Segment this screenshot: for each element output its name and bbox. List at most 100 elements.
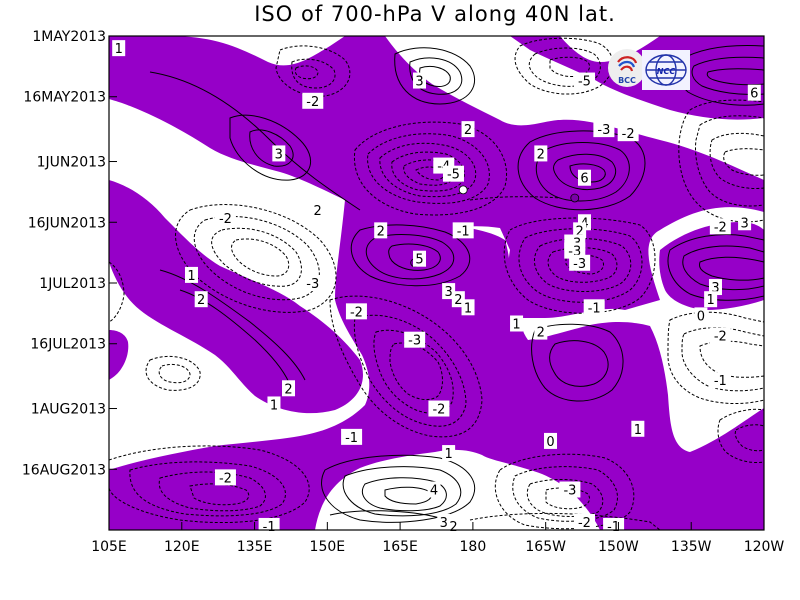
y-tick-label: 1MAY2013: [32, 29, 106, 45]
contour-label-box: [559, 481, 581, 498]
contour-label-box: [413, 250, 427, 267]
contour-label: 1: [444, 447, 452, 462]
contour-label: 6: [580, 172, 588, 187]
x-tick-label: 135E: [237, 539, 273, 555]
contour-label: -3: [306, 277, 319, 292]
contour-label: -2: [622, 127, 635, 142]
x-tick-label: 105E: [91, 539, 127, 555]
positive-region-4: [109, 200, 764, 530]
contour-label: -3: [563, 484, 576, 499]
contour-label: 1: [270, 398, 278, 413]
contour-label: 3: [440, 516, 448, 531]
y-axis: 1MAY2013 16MAY2013 1JUN2013 16JUN2013 1JUL20…: [22, 29, 117, 478]
contour-label: -3: [573, 257, 586, 272]
positive-region-6: [109, 330, 129, 380]
contour-label: -1: [607, 520, 620, 535]
contour-label: 2: [537, 147, 545, 162]
contour-label-layer: 13-56-22-3-232-4-562-2-14-2322-35-3-31-3…: [112, 40, 761, 535]
contour-label: 1: [464, 301, 472, 316]
contour-label-box: [738, 214, 752, 231]
ncc-logo: NCC: [642, 50, 690, 90]
x-tick-label: 180: [460, 539, 487, 555]
contour-label-box: [573, 222, 587, 239]
contour-label-box: [583, 299, 605, 316]
bcc-logo-text: BCC: [618, 76, 636, 85]
contour-label: 3: [275, 147, 283, 162]
contour-label-box: [413, 72, 427, 89]
contour-lines: [109, 37, 764, 530]
contour-label-box: [404, 331, 426, 348]
bcc-swirl-icon: [617, 56, 638, 72]
contour-label-box: [709, 327, 731, 344]
contour-label-box: [214, 469, 236, 486]
x-tick-label: 150W: [598, 539, 639, 555]
contour-label-box: [564, 242, 586, 259]
contour-label: 4: [430, 484, 438, 499]
contour-label-box: [569, 254, 591, 271]
contour-label: 2: [537, 326, 545, 341]
contour-label: 6: [750, 87, 758, 102]
positive-region-1: [109, 36, 764, 318]
contour-label: -1: [457, 224, 470, 239]
y-tick-label: 1JUL2013: [39, 276, 106, 292]
contour-label: -1: [263, 520, 276, 535]
contour-label: 1: [115, 42, 123, 57]
ncc-logo-text: NCC: [657, 67, 676, 76]
x-tick-label: 120W: [744, 539, 785, 555]
contour-label-box: [709, 218, 731, 235]
contour-label-box: [345, 303, 367, 320]
contour-label-box: [302, 275, 324, 291]
x-tick-label: 120E: [164, 539, 200, 555]
contour-label: -1: [714, 374, 727, 389]
x-tick-label: 150E: [310, 539, 346, 555]
contour-label-box: [427, 481, 441, 498]
contour-label-box: [341, 428, 363, 445]
contour-label-box: [708, 279, 722, 296]
contour-label: 2: [313, 204, 321, 219]
contour-label: -2: [306, 95, 319, 110]
bcc-logo: BCC: [608, 49, 646, 87]
contour-label-box: [510, 315, 524, 332]
contour-label: 0: [697, 309, 705, 324]
contour-label: -3: [597, 123, 610, 138]
contour-label-box: [534, 323, 548, 340]
contour-label: 1: [512, 317, 520, 332]
contour-label: -5: [578, 75, 591, 90]
contour-label-box: [573, 513, 595, 530]
contour-label-box: [573, 72, 595, 89]
y-tick-label: 16AUG2013: [22, 462, 106, 478]
y-tick-label: 16JUN2013: [28, 215, 106, 231]
extremum-marker: [570, 193, 580, 203]
contour-label-box: [311, 202, 325, 219]
x-tick-label: 165W: [525, 539, 566, 555]
contour-label: -2: [714, 330, 727, 345]
x-tick-label: 165E: [382, 539, 418, 555]
contour-label: 1: [706, 293, 714, 308]
positive-region-5: [659, 222, 764, 310]
y-tick-label: 16JUL2013: [30, 337, 106, 353]
contour-label-box: [461, 299, 475, 316]
positive-region-3: [109, 180, 363, 414]
contour-label: -2: [578, 516, 591, 531]
contour-label: 2: [464, 123, 472, 138]
contour-label-box: [694, 307, 708, 324]
contour-label: -2: [219, 212, 232, 227]
contour-label: 3: [415, 75, 423, 90]
shading-layer: [109, 36, 764, 530]
contour-label-box: [112, 40, 126, 57]
contour-label-box: [428, 400, 450, 417]
contour-label-box: [374, 222, 388, 239]
y-tick-label: 1AUG2013: [31, 402, 106, 418]
contour-label: 0: [546, 435, 554, 450]
y-tick-label: 16MAY2013: [23, 90, 106, 106]
contour-label: 2: [284, 382, 292, 397]
ncc-globe-icon: [645, 54, 687, 86]
contour-label: 2: [454, 293, 462, 308]
x-axis: 105E 120E 135E 150E 165E 180 165W 150W 135W 120W: [91, 522, 784, 555]
contour-label-box: [461, 121, 475, 138]
contour-label: 5: [415, 253, 423, 268]
contour-label: -1: [588, 301, 601, 316]
bcc-logo-background: [608, 49, 646, 87]
contour-label-box: [593, 121, 615, 138]
contour-label-box: [272, 145, 286, 162]
